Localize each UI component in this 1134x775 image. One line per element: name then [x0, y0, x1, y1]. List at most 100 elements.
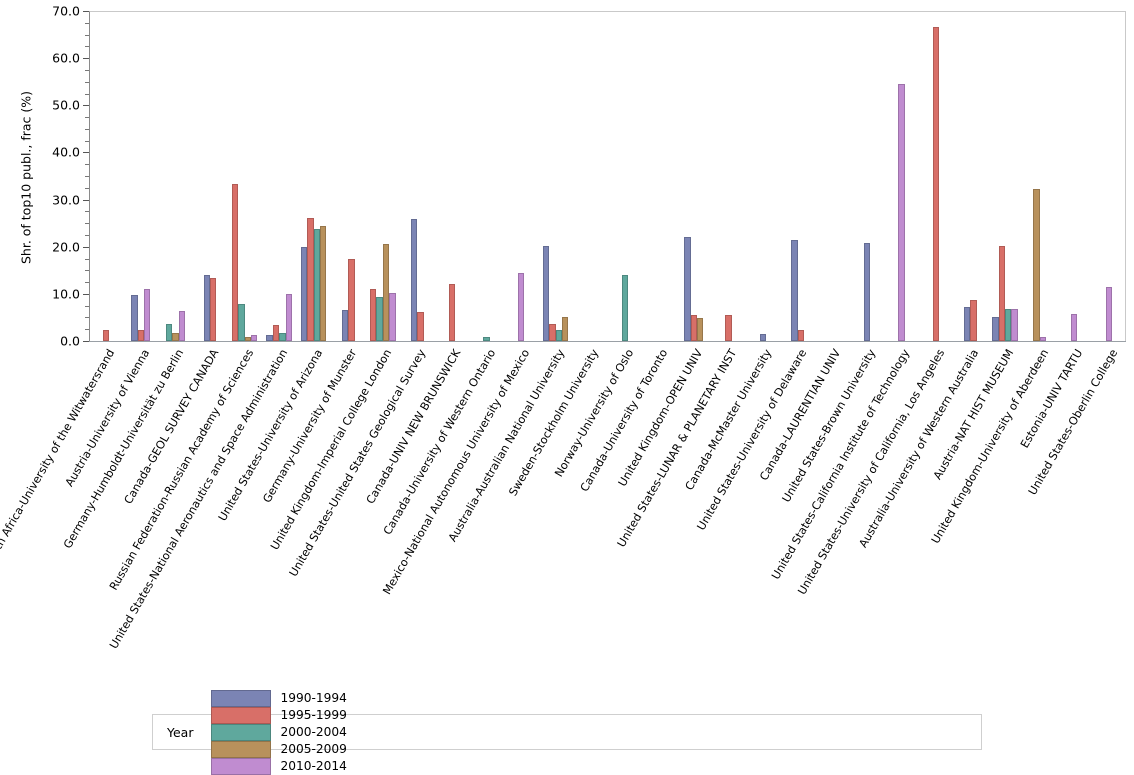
bar-group — [884, 11, 919, 341]
y-tick-mark-minor — [85, 34, 89, 36]
bar[interactable] — [131, 294, 138, 341]
bar[interactable] — [382, 244, 390, 341]
bar[interactable] — [279, 333, 286, 341]
bar[interactable] — [791, 240, 798, 341]
bar[interactable] — [759, 333, 767, 341]
bar-group — [469, 11, 504, 341]
bar[interactable] — [178, 311, 185, 341]
bar-group — [988, 11, 1023, 341]
bar[interactable] — [970, 300, 977, 341]
bar[interactable] — [238, 304, 245, 341]
bar[interactable] — [1033, 189, 1040, 341]
y-tick-mark-minor — [85, 46, 89, 48]
bar-group — [608, 11, 643, 341]
bar-group — [331, 11, 366, 341]
bar[interactable] — [137, 329, 145, 341]
bar-group — [227, 11, 262, 341]
bar[interactable] — [1011, 308, 1018, 341]
y-tick-mark-minor — [85, 187, 89, 189]
bar[interactable] — [144, 289, 151, 341]
bar[interactable] — [697, 318, 704, 341]
legend-item[interactable]: 2005-2009 — [211, 740, 347, 758]
bar[interactable] — [348, 258, 355, 341]
bar-group — [1091, 11, 1126, 341]
bar[interactable] — [313, 229, 321, 341]
bar[interactable] — [250, 334, 258, 341]
bar[interactable] — [165, 324, 173, 341]
bar-group — [400, 11, 435, 341]
y-tick-mark — [83, 341, 89, 342]
bar[interactable] — [103, 329, 110, 341]
bar[interactable] — [542, 246, 550, 341]
bar[interactable] — [562, 317, 569, 341]
bar[interactable] — [555, 330, 563, 341]
bar[interactable] — [244, 336, 251, 341]
bar[interactable] — [1039, 337, 1046, 341]
bar[interactable] — [231, 184, 239, 341]
bar[interactable] — [517, 273, 525, 341]
y-tick-label: 40.0 — [52, 144, 80, 160]
legend-item[interactable]: 2010-2014 — [211, 757, 347, 775]
y-tick-mark — [83, 152, 89, 154]
bar-group — [953, 11, 988, 341]
y-tick-mark — [83, 293, 89, 295]
bar[interactable] — [341, 309, 349, 341]
bar[interactable] — [285, 293, 292, 341]
bar[interactable] — [998, 246, 1005, 341]
y-tick-label: 70.0 — [52, 3, 80, 19]
y-tick-mark-minor — [85, 305, 89, 307]
legend-label: 2010-2014 — [280, 759, 347, 773]
bar[interactable] — [203, 275, 210, 341]
y-tick-mark-minor — [85, 140, 89, 142]
plot-frame — [89, 11, 1126, 341]
bar-group — [1057, 11, 1092, 341]
y-tick-mark-minor — [85, 176, 89, 177]
bar[interactable] — [690, 314, 698, 341]
bar[interactable] — [307, 217, 314, 341]
bar[interactable] — [410, 218, 418, 341]
bar[interactable] — [797, 330, 804, 341]
bar[interactable] — [1105, 287, 1112, 341]
bar-group — [919, 11, 954, 341]
bar-group — [296, 11, 331, 341]
bar-group — [366, 11, 401, 341]
y-tick-mark-minor — [85, 282, 89, 284]
bar[interactable] — [300, 246, 308, 341]
bar-group — [262, 11, 297, 341]
bar[interactable] — [621, 275, 628, 341]
bar-group — [435, 11, 470, 341]
bar[interactable] — [266, 335, 273, 341]
legend-swatch — [211, 723, 272, 741]
y-tick-mark-minor — [85, 258, 89, 260]
bar[interactable] — [389, 293, 396, 341]
bar[interactable] — [898, 84, 905, 341]
bar[interactable] — [863, 243, 870, 341]
bar[interactable] — [549, 324, 556, 341]
bar[interactable] — [1070, 313, 1078, 341]
bar[interactable] — [992, 316, 999, 341]
legend-item[interactable]: 2000-2004 — [211, 723, 347, 741]
legend-item[interactable]: 1995-1999 — [211, 706, 347, 724]
bar[interactable] — [684, 236, 691, 341]
bar[interactable] — [320, 225, 327, 341]
y-tick-mark-minor — [85, 329, 89, 331]
bar[interactable] — [483, 337, 490, 341]
legend-items: 1990-1994 1995-1999 2000-2004 2005-2009 2010… — [211, 689, 372, 775]
bar[interactable] — [1005, 309, 1012, 341]
bar[interactable] — [172, 333, 179, 341]
legend-item[interactable]: 1990-1994 — [211, 689, 347, 707]
bar[interactable] — [448, 284, 456, 341]
bar[interactable] — [417, 312, 424, 341]
y-tick-label: 60.0 — [52, 50, 80, 66]
y-tick-mark-minor — [85, 270, 89, 272]
bar[interactable] — [725, 314, 732, 341]
bar[interactable] — [964, 306, 971, 341]
bar[interactable] — [932, 27, 940, 341]
bar-group — [1126, 11, 1134, 341]
bar-group — [711, 11, 746, 341]
y-tick-mark-minor — [85, 164, 89, 166]
bar[interactable] — [209, 278, 217, 341]
bar[interactable] — [272, 324, 280, 341]
bar[interactable] — [376, 297, 383, 341]
bar[interactable] — [370, 289, 377, 341]
